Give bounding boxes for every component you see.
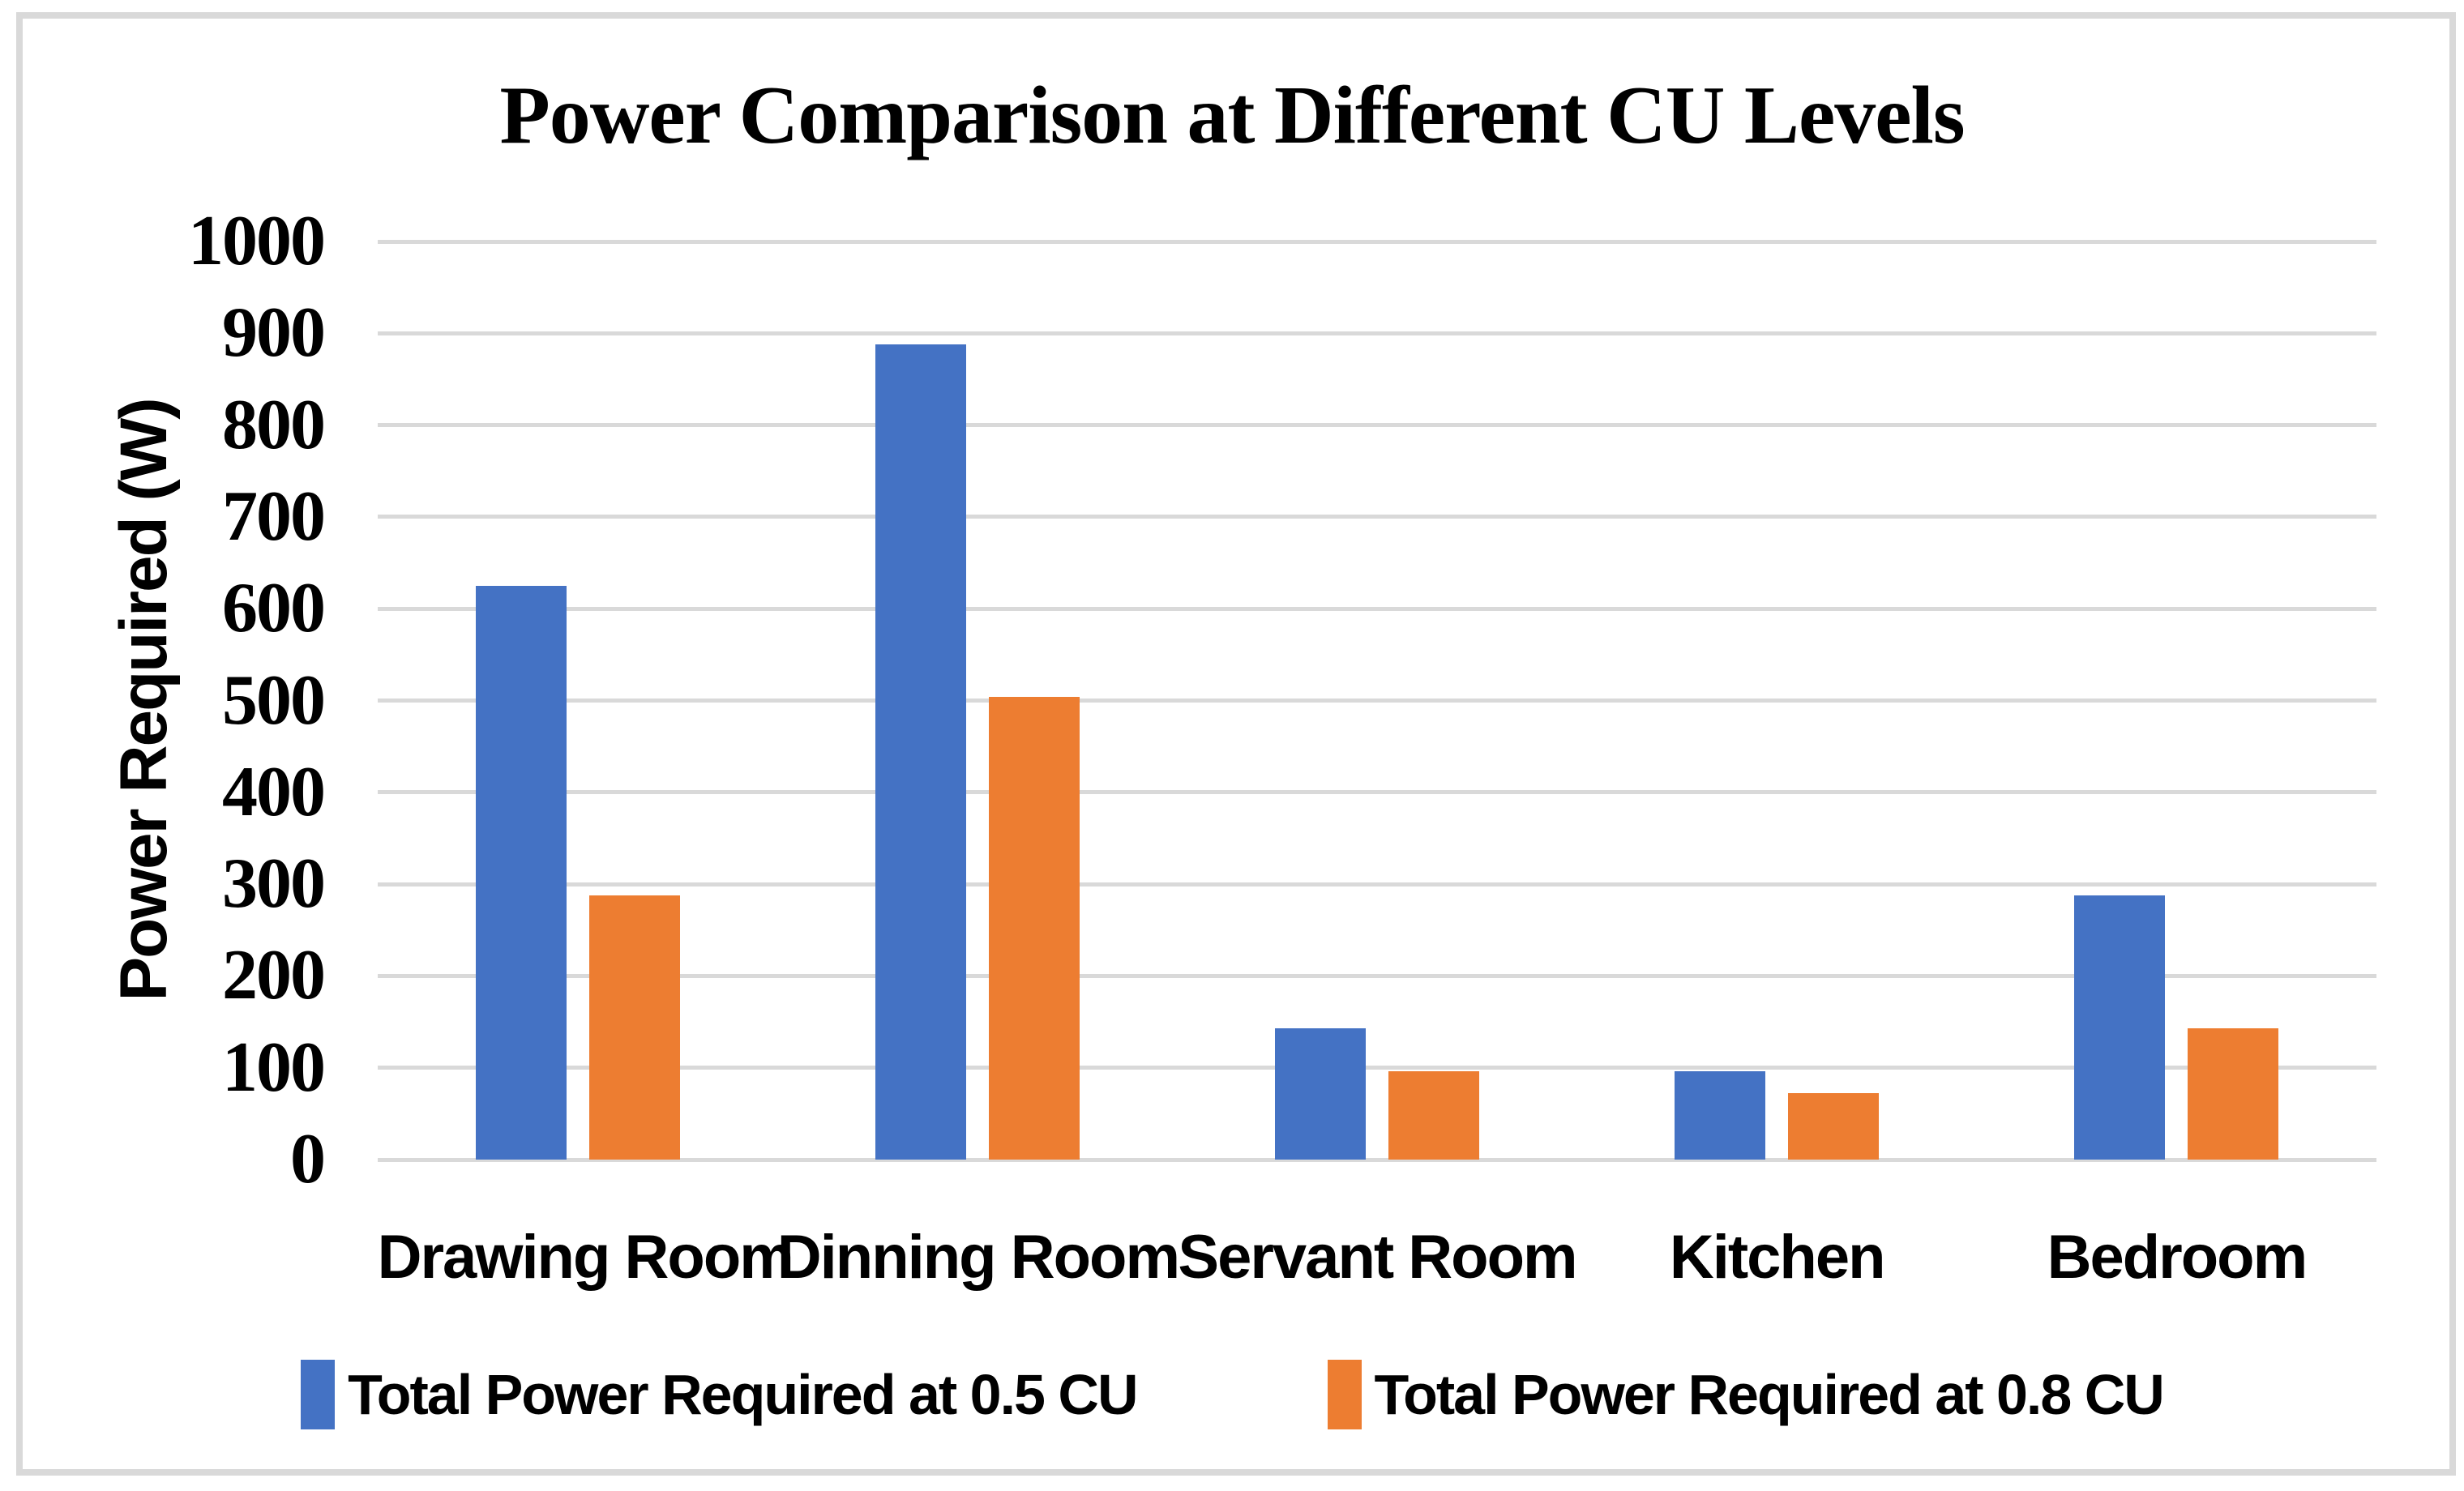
gridline-1000 [378, 239, 2376, 244]
legend-swatch-2 [1327, 1360, 1362, 1429]
legend-swatch-1 [301, 1360, 336, 1429]
gridline-500 [378, 699, 2376, 703]
gridline-600 [378, 606, 2376, 611]
x-axis-label-bedroom: Bedroom [2047, 1223, 2308, 1292]
gridline-0 [378, 1157, 2376, 1162]
y-tick-label-1000: 1000 [188, 202, 326, 280]
y-tick-label-800: 800 [222, 385, 326, 464]
bar-series1-drawing-room [475, 585, 567, 1160]
gridline-300 [378, 882, 2376, 886]
y-tick-label-500: 500 [222, 660, 326, 740]
x-axis-label-drawing-room: Drawing Room [377, 1223, 794, 1292]
legend-item-2: Total Power Required at 0.8 CU [1327, 1360, 2165, 1429]
legend: Total Power Required at 0.5 CU Total Powe… [0, 1360, 2464, 1429]
legend-label-1: Total Power Required at 0.5 CU [348, 1363, 1138, 1426]
y-tick-label-400: 400 [222, 752, 326, 831]
y-tick-label-600: 600 [222, 569, 326, 648]
gridline-400 [378, 790, 2376, 795]
plot-area [378, 239, 2376, 1162]
y-tick-label-300: 300 [222, 844, 326, 924]
x-axis-label-dinning-room: Dinning Room [776, 1223, 1180, 1292]
y-tick-label-900: 900 [222, 293, 326, 373]
bar-series2-drawing-room [588, 895, 680, 1160]
bar-series2-servant-room [1388, 1071, 1479, 1160]
x-axis-label-servant-room: Servant Room [1178, 1223, 1577, 1292]
x-axis-label-kitchen: Kitchen [1669, 1223, 1886, 1292]
chart-title: Power Comparison at Different CU Levels [499, 70, 1965, 161]
bar-series2-bedroom [2188, 1027, 2279, 1160]
legend-item-1: Total Power Required at 0.5 CU [301, 1360, 1139, 1429]
bar-series2-dinning-room [988, 696, 1080, 1160]
bar-series1-servant-room [1275, 1027, 1366, 1160]
y-tick-label-700: 700 [222, 476, 326, 556]
gridline-900 [378, 331, 2376, 335]
bar-series2-kitchen [1788, 1093, 1880, 1160]
gridline-100 [378, 1066, 2376, 1070]
gridline-800 [378, 423, 2376, 428]
bar-series1-bedroom [2074, 895, 2166, 1160]
legend-label-2: Total Power Required at 0.8 CU [1374, 1363, 2165, 1426]
bar-series1-dinning-room [875, 344, 966, 1160]
y-tick-label-200: 200 [222, 936, 326, 1015]
bar-series1-kitchen [1675, 1071, 1766, 1160]
y-tick-label-100: 100 [222, 1027, 326, 1107]
gridline-700 [378, 515, 2376, 519]
chart-border-frame [16, 12, 2456, 1476]
y-tick-label-0: 0 [290, 1120, 326, 1198]
gridline-200 [378, 973, 2376, 978]
